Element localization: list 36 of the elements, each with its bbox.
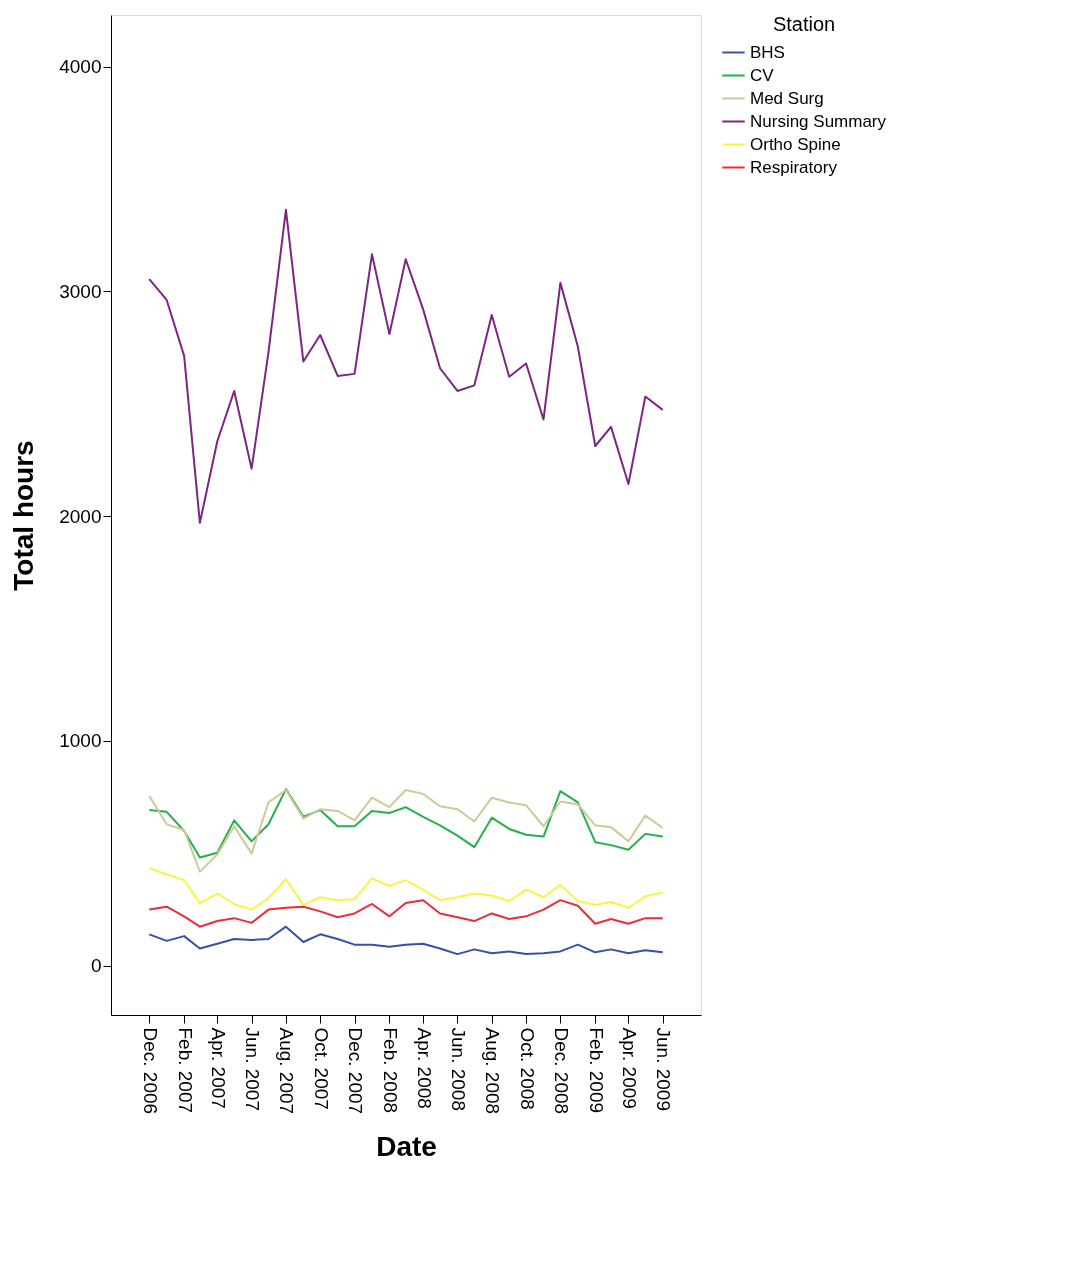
x-tick-label: Apr. 2007 [207, 1027, 229, 1109]
line-series [148, 899, 664, 928]
x-tick-label: Oct. 2008 [516, 1027, 538, 1110]
x-axis-title: Date [376, 1131, 437, 1163]
legend-label: CV [750, 65, 775, 85]
x-tick-label: Apr. 2009 [618, 1027, 640, 1109]
legend-label: BHS [750, 42, 785, 62]
line-series [148, 789, 664, 873]
legend-label: Respiratory [750, 157, 838, 177]
x-tick-label: Aug. 2007 [276, 1027, 298, 1115]
legend-label: Nursing Summary [750, 111, 887, 131]
x-tick-label: Dec. 2007 [345, 1027, 367, 1115]
x-tick-label: Jun. 2007 [242, 1027, 264, 1111]
line-series [148, 788, 664, 859]
y-tick-label: 4000 [59, 56, 102, 78]
y-tick-label: 1000 [59, 730, 102, 752]
legend-label: Ortho Spine [750, 134, 841, 154]
x-tick-label: Oct. 2007 [310, 1027, 332, 1110]
x-tick-label: Dec. 2008 [550, 1027, 572, 1115]
x-tick-label: Aug. 2008 [482, 1027, 504, 1115]
x-tick-label: Feb. 2007 [174, 1027, 196, 1114]
y-tick-label: 3000 [59, 280, 102, 302]
legend-title: Station [772, 13, 836, 35]
y-tick-label: 2000 [59, 505, 102, 527]
x-tick-label: Jun. 2008 [447, 1027, 469, 1111]
y-tick-label: 0 [90, 955, 102, 977]
line-series [148, 866, 664, 911]
y-axis-title: Total hours [8, 440, 40, 591]
line-series [148, 208, 664, 524]
x-tick-label: Jun. 2009 [653, 1027, 675, 1111]
x-tick-label: Dec. 2006 [139, 1027, 161, 1115]
x-tick-label: Feb. 2009 [585, 1027, 607, 1114]
x-tick-label: Feb. 2008 [379, 1027, 401, 1114]
line-series [148, 925, 664, 956]
x-tick-label: Apr. 2008 [413, 1027, 435, 1109]
legend-label: Med Surg [750, 88, 824, 108]
